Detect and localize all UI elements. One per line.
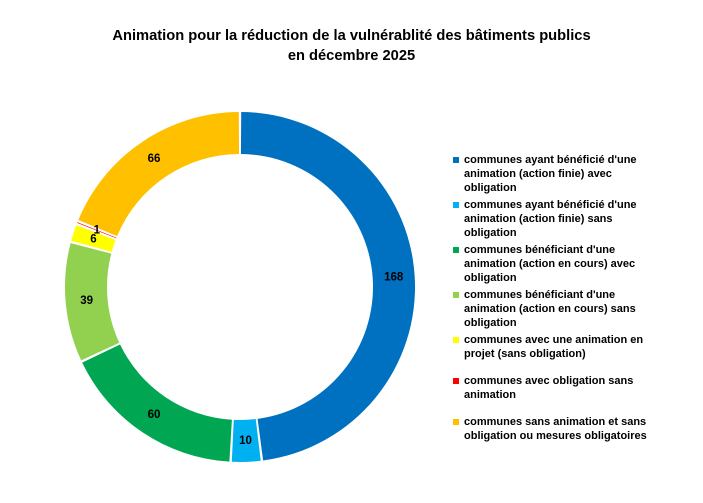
svg-text:39: 39 bbox=[80, 295, 93, 307]
svg-text:60: 60 bbox=[148, 409, 161, 421]
svg-text:168: 168 bbox=[384, 271, 404, 283]
svg-text:10: 10 bbox=[239, 435, 252, 447]
svg-text:1: 1 bbox=[94, 224, 101, 236]
svg-text:66: 66 bbox=[148, 153, 161, 165]
